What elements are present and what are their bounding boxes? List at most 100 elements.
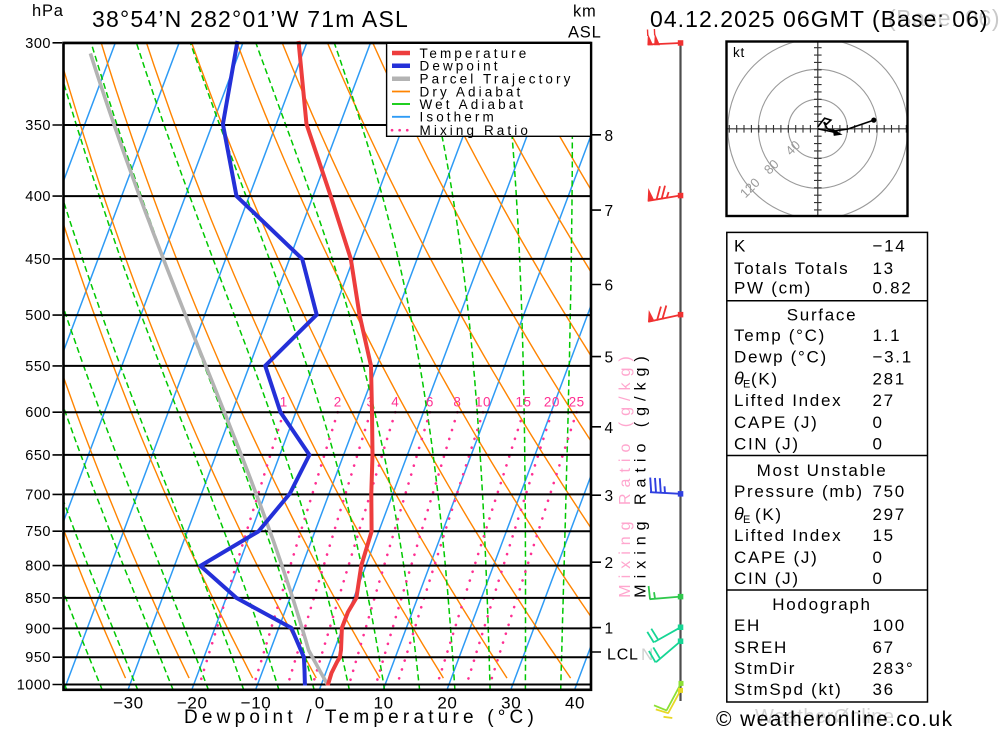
svg-text:Pressure (mb): Pressure (mb) (734, 482, 864, 501)
svg-text:K: K (734, 237, 747, 256)
svg-text:hPa: hPa (32, 2, 64, 20)
svg-text:Wet Adiabat: Wet Adiabat (420, 97, 527, 112)
svg-text:1: 1 (280, 395, 288, 410)
svg-text:40: 40 (565, 694, 585, 713)
svg-text:−20: −20 (177, 694, 208, 713)
svg-text:15: 15 (515, 395, 531, 410)
svg-text:CAPE (J): CAPE (J) (734, 413, 818, 432)
svg-text:−3.1: −3.1 (873, 348, 913, 367)
svg-text:Most Unstable: Most Unstable (757, 461, 888, 480)
svg-text:10: 10 (475, 395, 491, 410)
svg-text:−14: −14 (873, 237, 907, 256)
svg-text:θ: θ (734, 504, 744, 524)
svg-text:2: 2 (334, 395, 342, 410)
svg-text:20: 20 (544, 395, 560, 410)
svg-text:(Base: 06): (Base: 06) (888, 5, 1000, 31)
svg-text:7: 7 (605, 203, 614, 220)
svg-text:Lifted Index: Lifted Index (734, 391, 842, 410)
svg-text:θ: θ (734, 369, 744, 389)
svg-text:Parcel Trajectory: Parcel Trajectory (420, 72, 574, 87)
svg-text:100: 100 (873, 616, 906, 635)
svg-text:38°54’N 282°01’W 71m ASL: 38°54’N 282°01’W 71m ASL (92, 6, 409, 32)
svg-text:2: 2 (605, 555, 614, 572)
svg-text:−30: −30 (113, 694, 144, 713)
svg-text:WeatherØnline: WeatherØnline (755, 706, 895, 728)
svg-text:1: 1 (605, 621, 614, 638)
svg-text:13: 13 (873, 259, 895, 278)
svg-text:EH: EH (734, 616, 761, 635)
svg-text:ASL: ASL (568, 24, 602, 42)
svg-text:700: 700 (25, 487, 51, 503)
svg-text:900: 900 (25, 621, 51, 637)
svg-text:Totals Totals: Totals Totals (734, 259, 849, 278)
svg-text:Temp (°C): Temp (°C) (734, 326, 826, 345)
svg-text:Dewp (°C): Dewp (°C) (734, 348, 828, 367)
svg-text:LCL: LCL (607, 647, 639, 664)
svg-text:(K): (K) (751, 370, 779, 389)
svg-text:283°: 283° (873, 659, 915, 678)
svg-text:04.12.2025 06GMT (Base: 06): 04.12.2025 06GMT (Base: 06) (650, 6, 989, 32)
svg-text:400: 400 (25, 189, 51, 205)
svg-text:Mixing Ratio: Mixing Ratio (420, 123, 531, 138)
svg-text:67: 67 (873, 638, 895, 657)
svg-text:3: 3 (605, 488, 614, 505)
svg-text:E: E (743, 514, 750, 526)
svg-text:6: 6 (605, 278, 614, 295)
svg-text:N: N (641, 645, 654, 664)
svg-text:600: 600 (25, 405, 51, 421)
svg-text:Isotherm: Isotherm (420, 110, 497, 125)
svg-text:Mixing Ratio (g/kg): Mixing Ratio (g/kg) (633, 350, 650, 597)
svg-text:StmDir: StmDir (734, 659, 796, 678)
svg-text:450: 450 (25, 252, 51, 268)
svg-text:950: 950 (25, 650, 51, 666)
svg-text:15: 15 (873, 526, 895, 545)
svg-text:350: 350 (25, 118, 51, 134)
svg-text:8: 8 (605, 128, 614, 145)
svg-text:25: 25 (569, 395, 585, 410)
svg-text:0: 0 (873, 413, 884, 432)
svg-text:Lifted Index: Lifted Index (734, 526, 842, 545)
svg-text:650: 650 (25, 448, 51, 464)
svg-text:0: 0 (873, 548, 884, 567)
svg-text:CIN (J): CIN (J) (734, 569, 800, 588)
svg-text:StmSpd (kt): StmSpd (kt) (734, 680, 842, 699)
svg-text:300: 300 (25, 36, 51, 52)
svg-text:Dry Adiabat: Dry Adiabat (420, 84, 524, 99)
svg-text:4: 4 (391, 395, 399, 410)
svg-text:−10: −10 (241, 694, 272, 713)
svg-text:CAPE (J): CAPE (J) (734, 548, 818, 567)
svg-text:297: 297 (873, 505, 906, 524)
svg-text:6: 6 (426, 395, 434, 410)
svg-text:0.82: 0.82 (873, 278, 913, 297)
svg-text:© weatheronline.co.uk: © weatheronline.co.uk (716, 708, 954, 731)
svg-text:(K): (K) (755, 505, 783, 524)
svg-text:4: 4 (605, 420, 614, 437)
svg-text:750: 750 (25, 524, 51, 540)
svg-text:500: 500 (25, 308, 51, 324)
svg-text:0: 0 (873, 434, 884, 453)
svg-text:1000: 1000 (17, 678, 51, 694)
svg-text:27: 27 (873, 391, 895, 410)
svg-text:281: 281 (873, 370, 906, 389)
svg-text:0: 0 (873, 569, 884, 588)
svg-text:km: km (573, 3, 597, 21)
svg-text:kt: kt (733, 45, 745, 60)
svg-text:Mixing Ratio (g/kg): Mixing Ratio (g/kg) (617, 350, 634, 597)
svg-text:30: 30 (501, 694, 521, 713)
svg-text:8: 8 (453, 395, 461, 410)
svg-text:36: 36 (873, 680, 895, 699)
svg-text:10: 10 (374, 694, 394, 713)
svg-text:750: 750 (873, 482, 906, 501)
svg-text:800: 800 (25, 559, 51, 575)
svg-text:0: 0 (315, 694, 325, 713)
svg-text:Surface: Surface (787, 306, 858, 325)
svg-text:1.1: 1.1 (873, 326, 902, 345)
svg-text:20: 20 (437, 694, 457, 713)
svg-text:5: 5 (605, 350, 614, 367)
svg-text:Dewpoint / Temperature (°C): Dewpoint / Temperature (°C) (184, 707, 538, 728)
svg-text:40: 40 (782, 137, 803, 158)
svg-text:PW (cm): PW (cm) (734, 278, 812, 297)
svg-text:SREH: SREH (734, 638, 788, 657)
svg-text:Dewpoint: Dewpoint (420, 59, 501, 74)
svg-text:Hodograph: Hodograph (772, 595, 871, 614)
